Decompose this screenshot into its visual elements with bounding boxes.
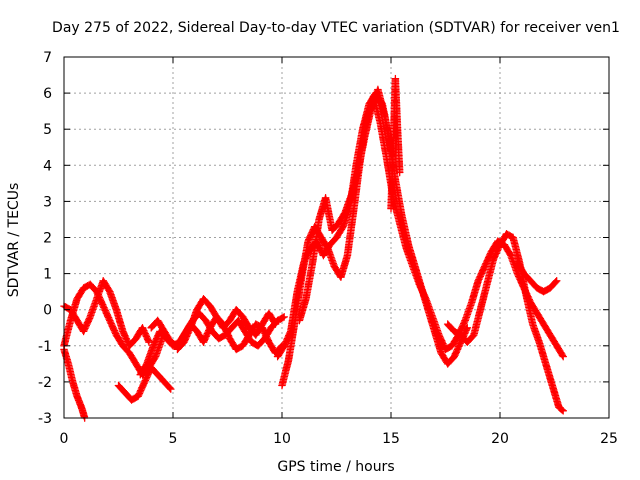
- chart-title: Day 275 of 2022, Sidereal Day-to-day VTE…: [52, 20, 620, 36]
- y-tick-label: 2: [43, 231, 52, 247]
- series-track-d: [114, 363, 175, 404]
- series-track-g: [173, 295, 280, 354]
- series-track-k: [387, 74, 404, 213]
- x-tick-label: 15: [382, 431, 400, 447]
- series-markers: [173, 295, 280, 354]
- x-tick-label: 10: [273, 431, 291, 447]
- series-markers: [461, 237, 568, 361]
- series-track-c: [60, 345, 89, 422]
- y-tick-label: -1: [38, 339, 52, 355]
- y-tick-label: 7: [43, 50, 52, 66]
- y-tick-label: 4: [43, 158, 52, 174]
- y-tick-label: 1: [43, 267, 52, 283]
- y-tick-label: 6: [43, 86, 52, 102]
- series-markers: [513, 258, 561, 296]
- y-tick-label: 0: [43, 303, 52, 319]
- y-tick-label: -3: [38, 411, 52, 427]
- tick-layer: 0 5 10 15 20 25 -3 -2 -1 0 1 2 3 4 5 6 7: [38, 50, 618, 447]
- y-tick-label: 5: [43, 122, 52, 138]
- y-tick-label: -2: [38, 375, 52, 391]
- x-tick-label: 25: [600, 431, 618, 447]
- x-tick-label: 0: [60, 431, 69, 447]
- series-markers: [295, 85, 395, 325]
- y-axis-label: SDTVAR / TECUs: [6, 183, 22, 298]
- series-layer: [60, 74, 568, 422]
- series-track-h: [273, 89, 472, 368]
- series-markers: [273, 89, 472, 368]
- series-track-m: [461, 237, 568, 361]
- series-track-n: [513, 258, 561, 296]
- x-axis-label: GPS time / hours: [277, 459, 394, 475]
- series-track-j: [295, 85, 395, 325]
- y-tick-label: 3: [43, 194, 52, 210]
- x-tick-label: 20: [491, 431, 509, 447]
- x-tick-label: 5: [169, 431, 178, 447]
- series-markers: [114, 363, 175, 404]
- series-markers: [387, 74, 404, 213]
- series-markers: [60, 345, 89, 422]
